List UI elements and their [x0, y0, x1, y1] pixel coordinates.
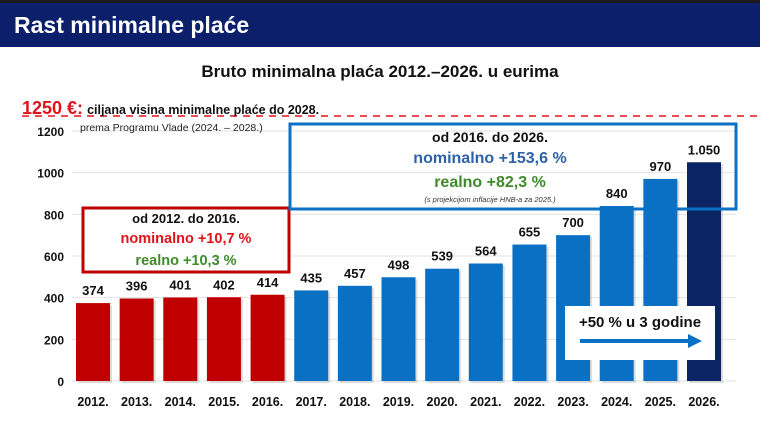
data-label: 414	[257, 275, 279, 290]
bar-2019	[381, 277, 416, 381]
period1-title: od 2012. do 2016.	[132, 211, 240, 226]
x-tick-label: 2023.	[557, 395, 588, 409]
data-label: 374	[82, 283, 104, 298]
period1-box	[81, 206, 291, 274]
x-tick-label: 2018.	[339, 395, 370, 409]
data-label: 457	[344, 266, 366, 281]
period2-nominal: nominalno +153,6 %	[413, 150, 567, 167]
data-label: 655	[519, 225, 541, 240]
bar-2013	[119, 298, 154, 381]
data-label: 1.050	[688, 142, 721, 157]
y-tick-label: 200	[44, 333, 64, 347]
y-tick-label: 0	[57, 375, 64, 389]
data-label: 435	[300, 270, 322, 285]
arrow-head-icon	[688, 334, 702, 348]
y-tick-label: 1000	[37, 167, 64, 181]
y-tick-label: 800	[44, 208, 64, 222]
bar-2012	[76, 303, 110, 381]
slide-title: Rast minimalne plaće	[14, 12, 250, 38]
x-tick-label: 2016.	[252, 395, 283, 409]
period1-real: realno +10,3 %	[135, 253, 237, 269]
x-tick-label: 2013.	[121, 395, 152, 409]
target-value: 1250 €:	[22, 98, 84, 118]
bar-2015	[206, 297, 241, 381]
bar-2016	[250, 294, 285, 381]
period2-title: od 2016. do 2026.	[432, 129, 548, 145]
y-tick-label: 400	[44, 292, 64, 306]
data-label: 402	[213, 277, 235, 292]
y-tick-label: 600	[44, 250, 64, 264]
x-tick-label: 2019.	[383, 395, 414, 409]
data-label: 498	[388, 257, 410, 272]
x-tick-label: 2015.	[208, 395, 239, 409]
growth-box	[565, 306, 715, 360]
y-tick-label: 1200	[37, 125, 64, 139]
bar-2014	[163, 297, 198, 381]
data-label: 840	[606, 186, 628, 201]
header-bar: Rast minimalne plaće	[0, 0, 760, 47]
growth-label: +50 % u 3 godine	[578, 314, 702, 331]
x-tick-label: 2024.	[601, 395, 632, 409]
target-note: prema Programu Vlade (2024. – 2028.)	[80, 122, 263, 134]
data-label: 396	[126, 279, 148, 294]
x-tick-label: 2022.	[514, 395, 545, 409]
data-label: 700	[562, 215, 584, 230]
data-label: 564	[475, 244, 497, 259]
x-tick-label: 2020.	[427, 395, 458, 409]
data-label: 970	[650, 159, 672, 174]
bar-2020	[425, 268, 460, 381]
x-tick-label: 2025.	[645, 395, 676, 409]
x-tick-label: 2014.	[165, 395, 196, 409]
period1-nominal: nominalno +10,7 %	[120, 231, 252, 247]
bar-2021	[468, 263, 503, 381]
period2-box	[288, 122, 738, 211]
bar-2017	[294, 290, 329, 381]
bar-2018	[337, 285, 372, 381]
target-text: ciljana visina minimalne plaće do 2028.	[87, 103, 320, 117]
period2-real: realno +82,3 %	[434, 174, 546, 191]
x-tick-label: 2021.	[470, 395, 501, 409]
period2-note: (s projekcijom inflacije HNB-a za 2025.)	[424, 195, 556, 204]
bar-2022	[512, 244, 547, 381]
data-label: 401	[169, 277, 191, 292]
x-tick-label: 2026.	[688, 395, 719, 409]
data-label: 539	[431, 249, 453, 264]
x-tick-label: 2017.	[296, 395, 327, 409]
chart-title: Bruto minimalna plaća 2012.–2026. u euri…	[201, 62, 559, 81]
x-tick-label: 2012.	[77, 395, 108, 409]
target-label: 1250 €: ciljana visina minimalne plaće do…	[22, 98, 319, 119]
